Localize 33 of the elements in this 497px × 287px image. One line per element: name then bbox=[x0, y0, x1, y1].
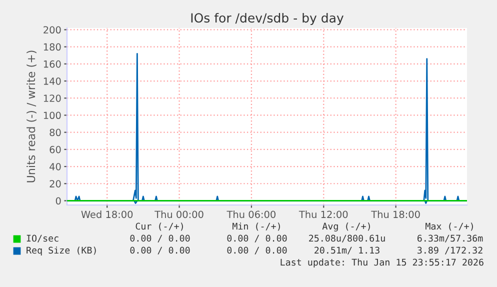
text: Max (-/+) bbox=[426, 222, 473, 231]
y-tick-label: 80 bbox=[50, 128, 61, 136]
text: 25.08u/800.61u bbox=[309, 234, 385, 242]
x-tick-label: Thu 12:00 bbox=[298, 210, 348, 218]
text: 0.00 / 0.00 bbox=[130, 246, 190, 254]
y-tick-label: 40 bbox=[50, 163, 61, 170]
text: 6.33m/57.36m bbox=[417, 234, 483, 242]
text: Last update: Thu Jan 15 23:55:17 2026 bbox=[280, 258, 484, 268]
x-tick-label: Wed 18:00 bbox=[81, 210, 133, 218]
text: 3.89 /172.32 bbox=[418, 246, 482, 254]
x-tick-label: Thu 00:00 bbox=[154, 210, 204, 218]
text: Min (-/+) bbox=[232, 222, 280, 231]
y-tick-label: 60 bbox=[50, 146, 61, 154]
x-tick-label: Thu 06:00 bbox=[226, 210, 276, 218]
y-tick-label: 100 bbox=[44, 112, 61, 120]
y-tick-label: 0 bbox=[56, 197, 61, 205]
y-tick-label: 160 bbox=[44, 60, 61, 68]
y-tick-label: 120 bbox=[44, 94, 61, 102]
y-tick-label: 20 bbox=[50, 180, 61, 188]
text: 20.51m/ 1.13 bbox=[314, 246, 380, 254]
y-tick-label: 180 bbox=[44, 43, 61, 51]
chart-title: IOs for /dev/sdb - by day bbox=[191, 12, 344, 26]
text: 0.00 / 0.00 bbox=[227, 246, 287, 254]
legend-label: IO/sec bbox=[26, 234, 58, 242]
y-axis-title: Units read (-) / write (+) bbox=[26, 50, 36, 182]
text: 0.00 / 0.00 bbox=[227, 234, 287, 242]
text: 0.00 / 0.00 bbox=[130, 234, 190, 242]
x-tick-label: Thu 18:00 bbox=[371, 210, 420, 218]
legend-label: Req Size (KB) bbox=[26, 246, 96, 256]
text: Cur (-/+) bbox=[136, 222, 183, 231]
y-tick-label: 200 bbox=[44, 26, 61, 34]
y-tick-label: 140 bbox=[44, 77, 61, 85]
text: Avg (-/+) bbox=[322, 222, 370, 232]
